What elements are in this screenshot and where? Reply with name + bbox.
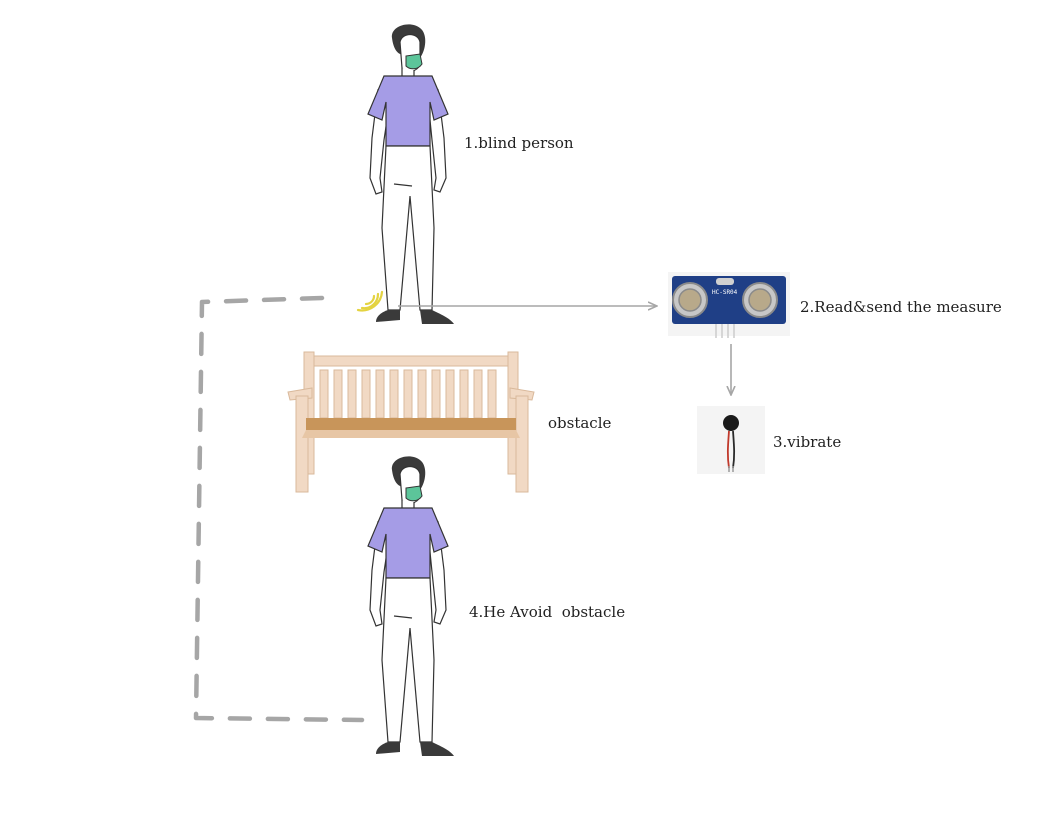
step-2-label: 2.Read&send the measure — [800, 298, 1002, 316]
person-icon-start — [367, 23, 455, 325]
step-3-label: 3.vibrate — [773, 433, 842, 451]
bench-icon — [287, 351, 535, 493]
avoid-path — [193, 295, 365, 723]
vibration-motor-icon — [697, 406, 765, 474]
signal-waves-icon — [356, 290, 384, 312]
obstacle-label: obstacle — [548, 414, 612, 432]
ultrasonic-sensor-icon: HC-SR04 — [668, 272, 790, 338]
sensor-model-text: HC-SR04 — [712, 289, 738, 296]
step-4-label: 4.He Avoid obstacle — [469, 603, 626, 621]
person-icon-end — [367, 455, 455, 757]
step-1-label: 1.blind person — [464, 134, 574, 152]
